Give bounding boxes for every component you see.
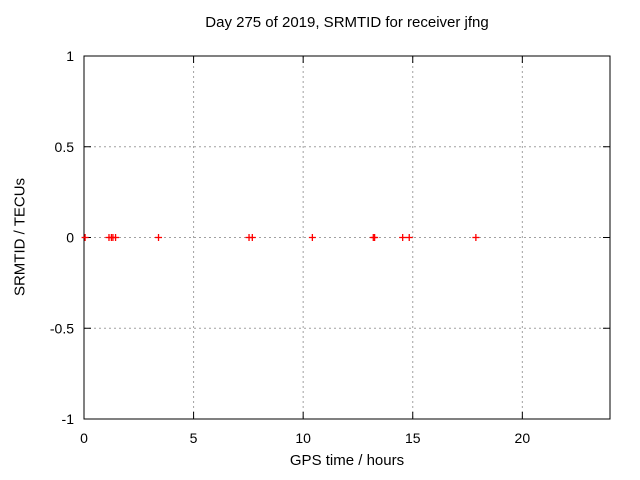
x-axis-label: GPS time / hours — [289, 452, 405, 469]
x-tick-label: 5 — [190, 430, 198, 446]
data-point-marker — [371, 234, 379, 241]
plot-border — [83, 55, 611, 420]
data-point-marker — [405, 234, 413, 241]
data-point-marker — [81, 234, 89, 241]
data-point-marker — [112, 234, 120, 241]
data-point-marker — [308, 234, 316, 241]
y-tick-label: 1 — [66, 48, 74, 64]
x-tick-label: 20 — [515, 430, 531, 446]
data-point-marker — [399, 234, 407, 241]
data-point-marker — [472, 234, 480, 241]
y-tick-label: -1 — [62, 411, 75, 427]
y-tick-label: 0 — [66, 230, 74, 246]
data-point-marker — [155, 234, 163, 241]
x-tick-label: 15 — [405, 430, 421, 446]
y-tick-label: -0.5 — [50, 320, 74, 336]
y-tick-label: 0.5 — [55, 139, 75, 155]
x-tick-label: 0 — [80, 430, 88, 446]
chart-title: Day 275 of 2019, SRMTID for receiver jfn… — [205, 14, 489, 31]
data-point-marker — [248, 234, 256, 241]
x-tick-label: 10 — [295, 430, 311, 446]
